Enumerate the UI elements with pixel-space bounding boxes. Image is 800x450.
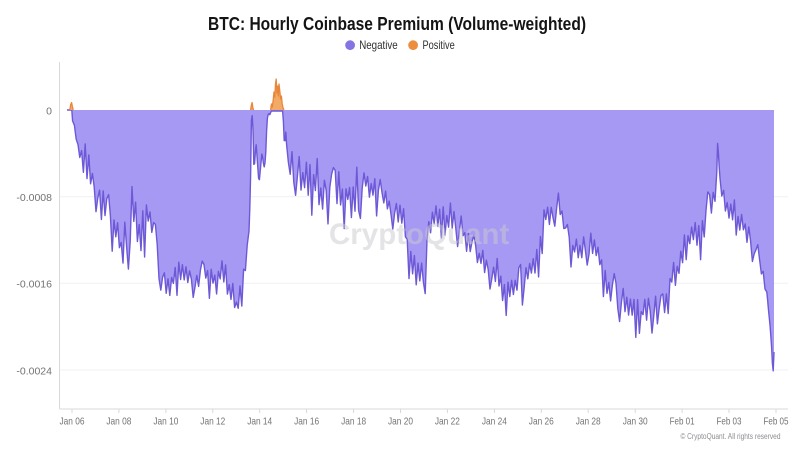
svg-text:Positive: Positive (423, 38, 455, 52)
svg-text:-0.0024: -0.0024 (16, 365, 52, 377)
svg-text:Jan 22: Jan 22 (435, 416, 460, 428)
svg-text:0: 0 (46, 105, 52, 117)
svg-text:Feb 03: Feb 03 (717, 416, 742, 428)
svg-text:Jan 30: Jan 30 (623, 416, 648, 428)
svg-text:Feb 05: Feb 05 (764, 416, 789, 428)
svg-text:Jan 20: Jan 20 (388, 416, 413, 428)
svg-text:Jan 10: Jan 10 (153, 416, 178, 428)
svg-text:-0.0016: -0.0016 (16, 279, 52, 291)
svg-text:Jan 06: Jan 06 (60, 416, 85, 428)
svg-text:Jan 26: Jan 26 (529, 416, 554, 428)
svg-text:BTC: Hourly Coinbase Premium (: BTC: Hourly Coinbase Premium (Volume-wei… (208, 13, 586, 34)
svg-text:Jan 28: Jan 28 (576, 416, 601, 428)
svg-text:© CryptoQuant. All rights rese: © CryptoQuant. All rights reserved (681, 431, 781, 441)
svg-text:Negative: Negative (359, 38, 398, 52)
svg-text:Jan 14: Jan 14 (247, 416, 272, 428)
svg-text:-0.0008: -0.0008 (16, 192, 52, 204)
svg-text:Feb 01: Feb 01 (670, 416, 695, 428)
svg-text:Jan 16: Jan 16 (294, 416, 319, 428)
svg-text:CryptoQuant: CryptoQuant (329, 218, 509, 251)
svg-text:Jan 08: Jan 08 (106, 416, 131, 428)
svg-text:Jan 24: Jan 24 (482, 416, 507, 428)
svg-text:Jan 18: Jan 18 (341, 416, 366, 428)
svg-text:Jan 12: Jan 12 (200, 416, 225, 428)
